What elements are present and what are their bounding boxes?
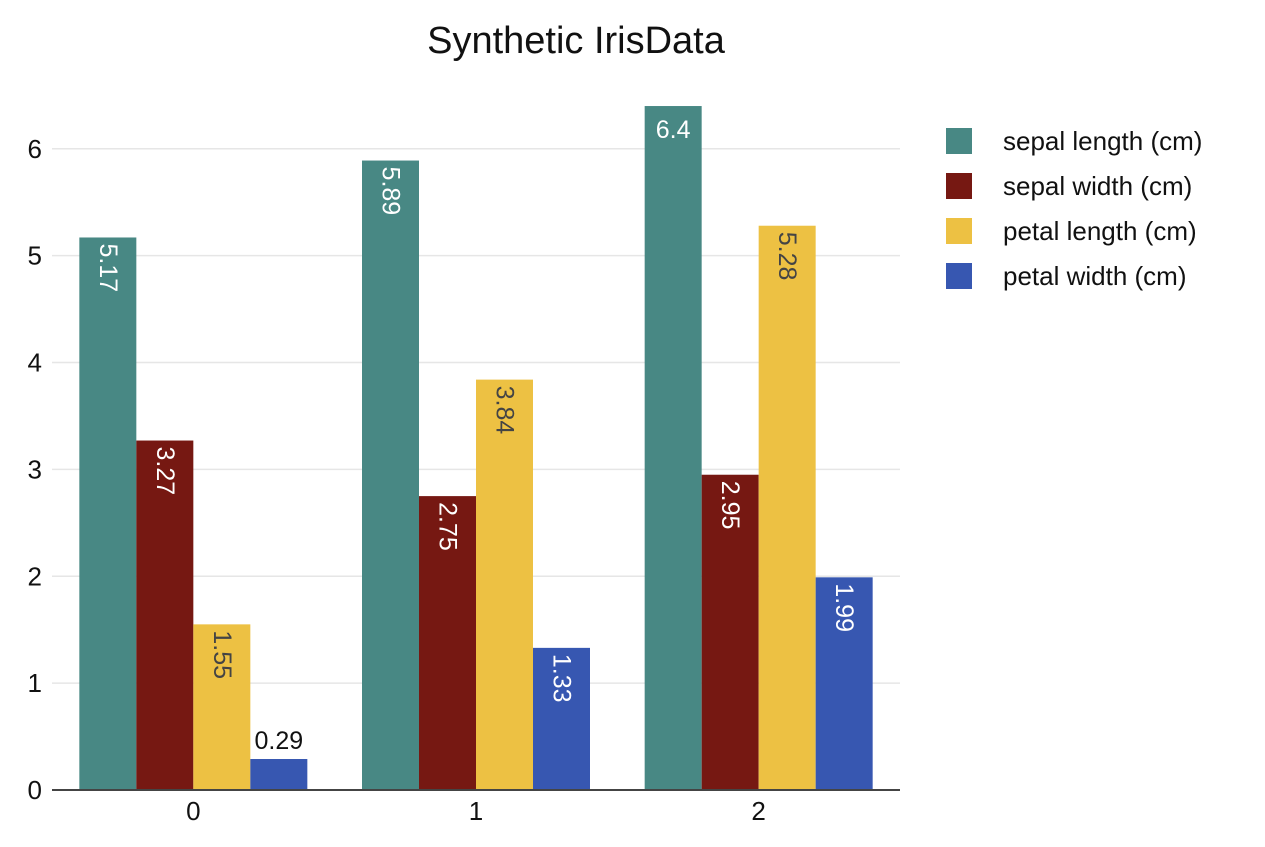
y-tick-label: 4 (28, 348, 42, 378)
bar-value-label: 1.55 (208, 630, 236, 679)
bar (250, 759, 308, 790)
bar-value-label: 3.27 (151, 447, 179, 496)
x-tick-label: 1 (469, 796, 483, 826)
bar (136, 440, 194, 790)
x-axis-ticks: 0 1 2 (186, 796, 766, 826)
bars (79, 106, 873, 791)
legend-label: sepal width (cm) (1003, 171, 1192, 201)
bar-value-label: 5.28 (773, 232, 801, 281)
bar (533, 647, 590, 790)
y-tick-label: 6 (28, 134, 42, 164)
bar-value-label: 2.75 (434, 502, 462, 551)
legend-swatch (946, 173, 972, 199)
y-tick-label: 3 (28, 454, 42, 484)
legend-swatch (946, 263, 972, 289)
bar-value-label: 1.33 (548, 654, 576, 703)
bar-value-label: 5.89 (377, 167, 405, 216)
y-tick-label: 2 (28, 561, 42, 591)
y-axis-ticks: 0 1 2 3 4 5 6 (28, 134, 42, 805)
bar-value-label: 3.84 (491, 386, 519, 435)
bar (419, 496, 476, 790)
x-tick-label: 2 (751, 796, 765, 826)
y-tick-label: 5 (28, 241, 42, 271)
bar (79, 237, 137, 791)
bar-labels: 5.17 3.27 1.55 0.29 5.89 2.75 3.84 1.33 6.4 2.95 5… (94, 116, 858, 755)
legend-label: sepal length (cm) (1003, 126, 1202, 156)
legend-swatch (946, 128, 972, 154)
legend: sepal length (cm) sepal width (cm) petal l… (946, 126, 1202, 291)
bar (758, 225, 816, 790)
y-tick-label: 1 (28, 668, 42, 698)
bar-value-label: 5.17 (94, 243, 122, 292)
legend-swatch (946, 218, 972, 244)
bar-value-label: 1.99 (830, 583, 858, 632)
bar-value-label: 0.29 (254, 727, 303, 755)
bar (701, 474, 759, 790)
bar (815, 577, 873, 790)
chart-title: Synthetic IrisData (427, 20, 726, 62)
legend-label: petal width (cm) (1003, 261, 1187, 291)
bar (476, 379, 533, 790)
bar-value-label: 2.95 (716, 481, 744, 530)
bar (644, 106, 702, 791)
x-tick-label: 0 (186, 796, 200, 826)
bar (193, 624, 251, 790)
bar-value-label: 6.4 (656, 116, 691, 144)
y-tick-label: 0 (28, 775, 42, 805)
legend-label: petal length (cm) (1003, 216, 1197, 246)
bar (362, 160, 419, 790)
